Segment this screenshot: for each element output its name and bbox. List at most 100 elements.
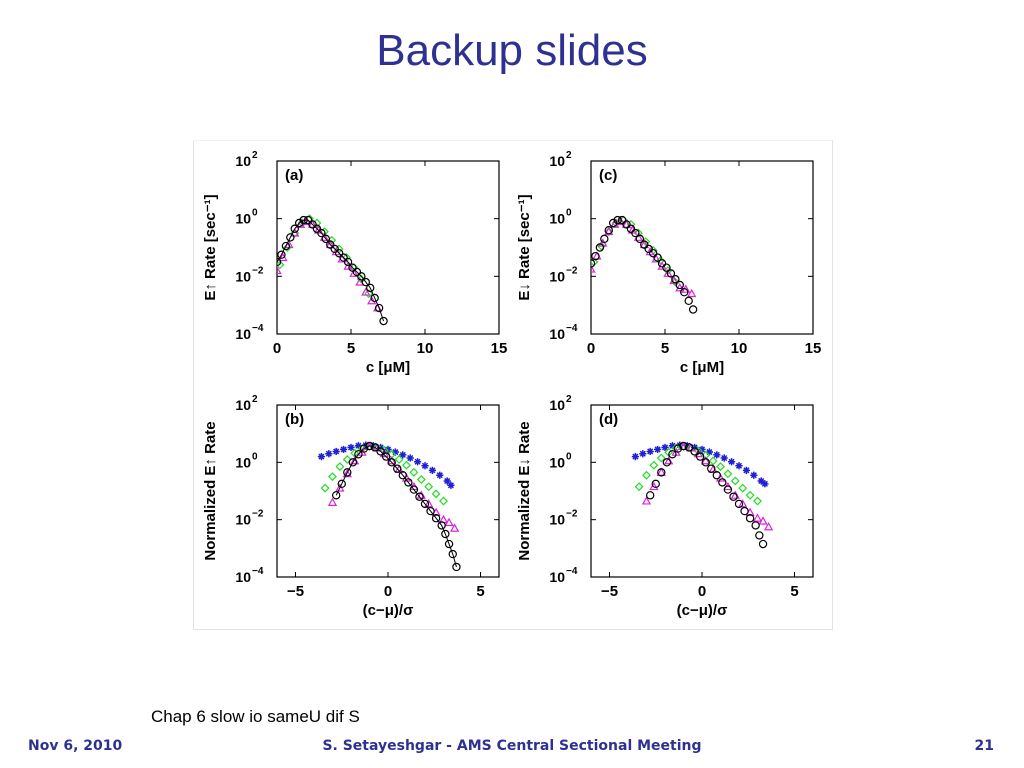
y-tick-exponent: −2 xyxy=(566,265,578,276)
data-point xyxy=(343,257,353,267)
data-point xyxy=(317,453,325,461)
y-tick-label: 10 xyxy=(235,512,251,528)
data-point xyxy=(657,259,667,268)
data-point xyxy=(723,469,733,479)
data-point xyxy=(325,239,335,249)
y-tick-label: 10 xyxy=(235,211,251,227)
data-point xyxy=(308,220,317,229)
y-tick-exponent: −2 xyxy=(252,509,264,520)
y-tick-label: 10 xyxy=(235,454,251,470)
x-tick-label: 10 xyxy=(731,340,748,357)
data-point xyxy=(444,539,454,549)
data-point xyxy=(424,499,434,508)
data-point xyxy=(595,243,605,252)
data-point xyxy=(414,458,422,466)
data-point xyxy=(381,452,391,461)
data-point xyxy=(591,259,596,268)
panel-label: (c) xyxy=(599,167,617,184)
x-tick-label: 15 xyxy=(491,340,508,357)
x-tick-label: 0 xyxy=(273,340,281,357)
data-point xyxy=(327,497,338,506)
data-point xyxy=(757,477,765,485)
y-tick-label: 10 xyxy=(235,397,251,413)
data-point xyxy=(449,523,460,532)
y-tick-label: 10 xyxy=(549,211,565,227)
x-tick-label: 5 xyxy=(661,340,669,357)
y-tick-exponent: 2 xyxy=(252,150,258,161)
data-point xyxy=(613,215,622,225)
data-point xyxy=(420,499,430,509)
data-point xyxy=(339,253,348,262)
data-point xyxy=(352,267,362,277)
data-point xyxy=(761,480,769,488)
y-tick-label: 10 xyxy=(549,569,565,585)
data-point xyxy=(439,496,448,506)
data-point xyxy=(763,521,774,531)
data-point xyxy=(312,224,322,233)
data-point xyxy=(404,478,413,487)
y-tick-label: 10 xyxy=(549,326,565,342)
data-point xyxy=(379,316,388,326)
data-point xyxy=(698,445,706,454)
x-tick-label: 0 xyxy=(698,583,706,600)
data-point xyxy=(626,224,636,233)
data-point xyxy=(437,521,446,530)
data-point xyxy=(294,218,304,228)
data-point xyxy=(639,450,647,458)
data-point xyxy=(693,446,703,456)
data-point xyxy=(668,450,677,459)
data-point xyxy=(752,513,763,522)
x-tick-label: −5 xyxy=(601,583,618,600)
data-point xyxy=(653,253,662,262)
data-point xyxy=(591,264,596,273)
x-tick-label: 15 xyxy=(805,340,822,357)
data-point xyxy=(596,241,606,251)
data-point xyxy=(337,479,346,489)
data-point xyxy=(640,240,649,249)
data-point xyxy=(326,240,335,249)
data-point xyxy=(281,241,291,251)
data-point xyxy=(680,287,689,297)
data-point xyxy=(415,492,424,501)
data-point xyxy=(426,506,435,516)
x-tick-label: 5 xyxy=(347,340,355,357)
data-point xyxy=(755,531,764,540)
data-point xyxy=(387,458,396,467)
y-axis-label: E↑ Rate [sec⁻¹] xyxy=(202,194,219,300)
data-point xyxy=(591,251,600,261)
data-point xyxy=(398,471,407,480)
y-tick-exponent: −4 xyxy=(252,323,264,334)
slide-title: Backup slides xyxy=(376,26,648,75)
data-point xyxy=(729,492,738,501)
data-point xyxy=(374,303,384,313)
data-point xyxy=(662,263,671,272)
data-point xyxy=(604,227,614,237)
data-point xyxy=(424,482,434,492)
y-axis-label: Normalized E↓ Rate xyxy=(516,421,533,560)
x-tick-label: 0 xyxy=(384,583,392,600)
x-axis-label: c [μM] xyxy=(680,359,724,376)
x-tick-label: 5 xyxy=(790,583,798,600)
data-point xyxy=(617,215,627,225)
x-axis-label: (c−μ)/σ xyxy=(677,602,728,619)
data-point xyxy=(342,468,352,478)
data-layer xyxy=(317,441,461,572)
data-point xyxy=(431,514,441,523)
data-point xyxy=(668,442,676,450)
footer-date: Nov 6, 2010 xyxy=(28,738,123,754)
data-point xyxy=(342,455,352,464)
y-tick-exponent: 2 xyxy=(566,394,572,405)
plot-frame xyxy=(590,404,814,578)
data-point xyxy=(745,490,755,500)
data-point xyxy=(399,451,407,459)
data-point xyxy=(687,288,697,298)
data-point xyxy=(441,529,450,539)
data-point xyxy=(393,464,402,473)
data-point xyxy=(447,481,455,489)
data-point xyxy=(452,562,461,572)
data-point xyxy=(361,277,370,287)
data-point xyxy=(370,443,380,452)
data-point xyxy=(758,539,768,549)
